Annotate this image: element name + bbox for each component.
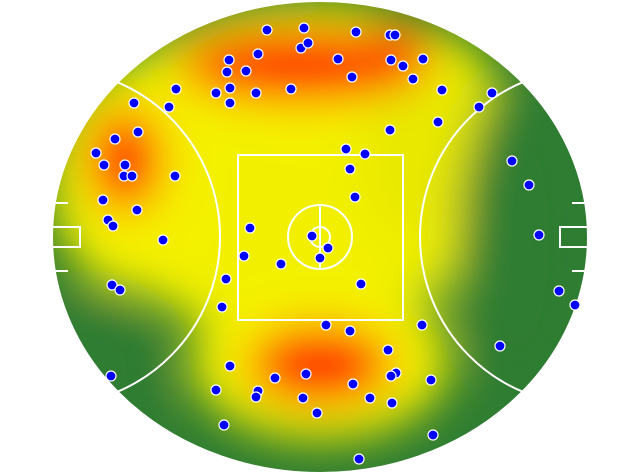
point: [553, 285, 565, 297]
point: [569, 299, 581, 311]
point: [523, 179, 535, 191]
point: [224, 360, 236, 372]
point: [314, 252, 326, 264]
point: [220, 273, 232, 285]
point: [506, 155, 518, 167]
point: [97, 194, 109, 206]
point: [385, 54, 397, 66]
point: [344, 163, 356, 175]
point: [302, 37, 314, 49]
point: [382, 344, 394, 356]
point: [261, 24, 273, 36]
point: [349, 191, 361, 203]
point: [427, 429, 439, 441]
point: [269, 372, 281, 384]
point: [332, 53, 344, 65]
point: [359, 148, 371, 160]
point: [432, 116, 444, 128]
point: [105, 370, 117, 382]
point: [107, 220, 119, 232]
point: [210, 87, 222, 99]
point: [417, 53, 429, 65]
point: [322, 242, 334, 254]
point: [384, 124, 396, 136]
point: [240, 65, 252, 77]
point: [224, 82, 236, 94]
point: [320, 319, 332, 331]
point: [364, 392, 376, 404]
point: [473, 101, 485, 113]
point: [311, 407, 323, 419]
point: [397, 60, 409, 72]
point: [340, 143, 352, 155]
points: [90, 22, 581, 465]
point: [297, 392, 309, 404]
point: [106, 279, 118, 291]
point: [98, 159, 110, 171]
point: [285, 83, 297, 95]
point: [114, 284, 126, 296]
point: [132, 126, 144, 138]
point: [238, 250, 250, 262]
point: [346, 71, 358, 83]
point: [386, 397, 398, 409]
point: [300, 368, 312, 380]
point: [353, 453, 365, 465]
point: [494, 340, 506, 352]
point: [119, 159, 131, 171]
point: [157, 234, 169, 246]
point: [250, 391, 262, 403]
point: [350, 26, 362, 38]
point: [170, 83, 182, 95]
point: [131, 204, 143, 216]
point: [385, 370, 397, 382]
point: [389, 29, 401, 41]
point: [344, 325, 356, 337]
point: [224, 97, 236, 109]
point: [407, 73, 419, 85]
point: [128, 97, 140, 109]
point: [169, 170, 181, 182]
point: [306, 230, 318, 242]
point: [221, 66, 233, 78]
point: [216, 301, 228, 313]
point: [90, 147, 102, 159]
point: [250, 87, 262, 99]
point: [486, 87, 498, 99]
point: [416, 319, 428, 331]
point: [347, 378, 359, 390]
point: [355, 278, 367, 290]
point: [298, 22, 310, 34]
point: [244, 222, 256, 234]
point: [425, 374, 437, 386]
point: [533, 229, 545, 241]
point: [109, 133, 121, 145]
point: [436, 84, 448, 96]
point: [218, 419, 230, 431]
point: [275, 258, 287, 270]
point: [252, 48, 264, 60]
point: [210, 384, 222, 396]
point: [126, 170, 138, 182]
point: [223, 54, 235, 66]
point: [163, 101, 175, 113]
